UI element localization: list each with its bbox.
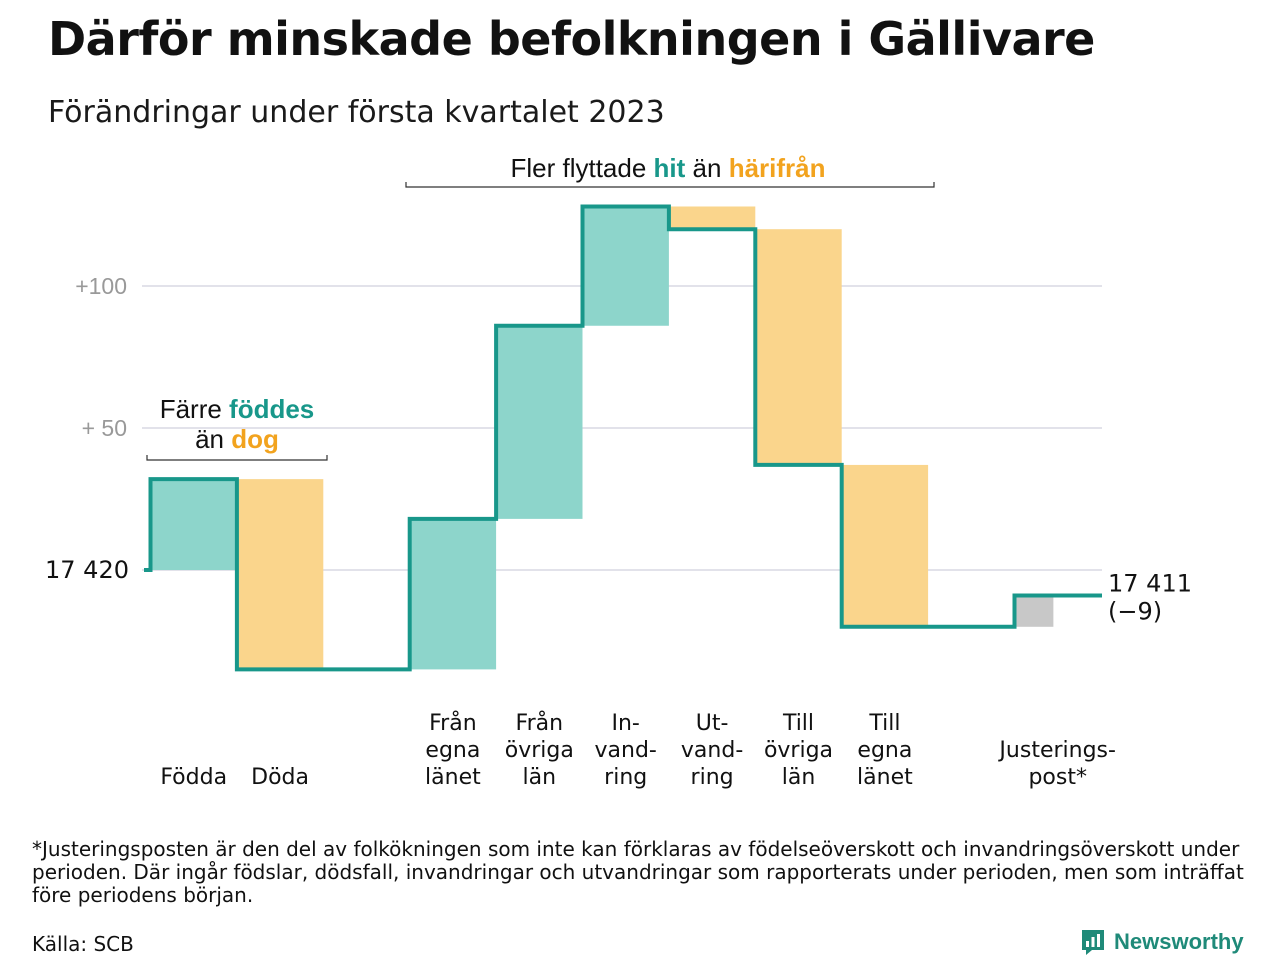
bar-increase bbox=[582, 206, 669, 326]
category-label: län bbox=[782, 765, 816, 790]
bar-decrease bbox=[841, 464, 929, 627]
category-label: länet bbox=[857, 765, 913, 790]
chart-subtitle: Förändringar under första kvartalet 2023 bbox=[48, 95, 665, 130]
annotation-bracket bbox=[405, 182, 935, 188]
category-label: In- bbox=[612, 711, 640, 736]
bar-increase bbox=[409, 518, 497, 670]
start-value-label: 17 420 bbox=[45, 556, 129, 584]
category-label: Till bbox=[868, 711, 900, 736]
category-label: Till bbox=[782, 711, 814, 736]
category-label: län bbox=[523, 765, 557, 790]
category-label: Döda bbox=[251, 765, 309, 790]
category-label: Ut- bbox=[696, 711, 729, 736]
category-label: Från bbox=[516, 710, 564, 736]
chart-title: Därför minskade befolkningen i Gällivare bbox=[48, 12, 1095, 66]
line-layer bbox=[144, 204, 1102, 672]
annotation-segment: Färre bbox=[160, 394, 229, 424]
brand-name: Newsworthy bbox=[1114, 929, 1244, 954]
category-label: övriga bbox=[764, 738, 833, 763]
annotation-text: Fler flyttade hit än härifrån bbox=[510, 153, 825, 183]
annotation-segment: hit bbox=[654, 153, 686, 183]
brand: Newsworthy bbox=[1080, 928, 1244, 956]
category-label: övriga bbox=[505, 738, 574, 763]
category-label: egna bbox=[857, 738, 912, 763]
category-label: ring bbox=[604, 765, 647, 790]
category-label: Från bbox=[429, 710, 477, 736]
category-label: länet bbox=[425, 765, 481, 790]
annotation-text: Färre föddes bbox=[160, 394, 315, 424]
footnote: *Justeringsposten är den del av folkökni… bbox=[32, 837, 1244, 907]
bar-decrease bbox=[236, 479, 324, 670]
category-label: ring bbox=[691, 765, 734, 790]
annotation-segment: Fler flyttade bbox=[510, 153, 653, 183]
annotation-segment: föddes bbox=[229, 394, 314, 424]
cumulative-step-line bbox=[144, 204, 1102, 672]
category-label: Justerings- bbox=[997, 738, 1116, 763]
end-value-label: 17 411 bbox=[1108, 570, 1192, 598]
category-label: egna bbox=[425, 738, 480, 763]
annotation-bracket bbox=[146, 455, 328, 461]
bar-increase bbox=[150, 479, 237, 570]
y-tick-label: + 50 bbox=[82, 415, 127, 441]
end-value-label: (−9) bbox=[1108, 598, 1162, 626]
bar-adjustment bbox=[1014, 595, 1054, 627]
source-credit: Källa: SCB bbox=[32, 932, 134, 956]
bar-layer bbox=[150, 206, 1054, 670]
category-label: Födda bbox=[160, 765, 227, 790]
bar-decrease bbox=[668, 206, 756, 230]
annotation-segment: än bbox=[685, 153, 728, 183]
category-label: vand- bbox=[681, 738, 743, 763]
category-label: post* bbox=[1028, 765, 1087, 790]
annotation-text: än dog bbox=[195, 424, 279, 454]
annotation-segment: än bbox=[195, 424, 231, 454]
bar-increase bbox=[496, 325, 583, 519]
annotation-segment: härifrån bbox=[729, 153, 826, 183]
y-tick-label: +100 bbox=[75, 273, 127, 299]
bar-decrease bbox=[755, 229, 842, 465]
annotation-segment: dog bbox=[231, 424, 279, 454]
newsworthy-logo-icon bbox=[1082, 930, 1104, 955]
category-label: vand- bbox=[595, 738, 657, 763]
